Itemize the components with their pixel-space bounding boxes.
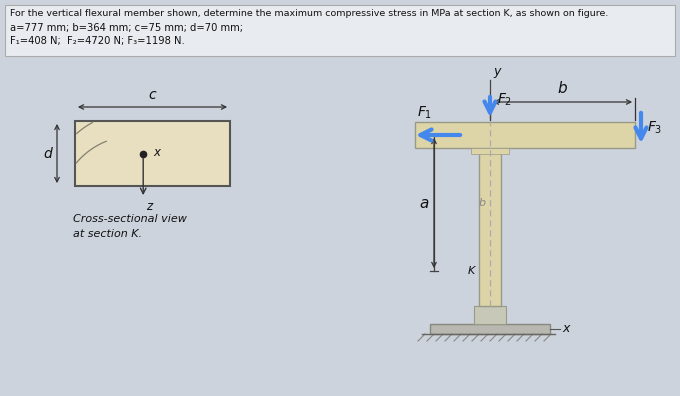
Text: K: K xyxy=(468,266,475,276)
Text: F₁=408 N;  F₂=4720 N; F₃=1198 N.: F₁=408 N; F₂=4720 N; F₃=1198 N. xyxy=(10,36,185,46)
Bar xyxy=(474,306,506,324)
Text: a=777 mm; b=364 mm; c=75 mm; d=70 mm;: a=777 mm; b=364 mm; c=75 mm; d=70 mm; xyxy=(10,23,243,33)
Text: Cross-sectional view
at section K.: Cross-sectional view at section K. xyxy=(73,214,187,239)
Text: For the vertical flexural member shown, determine the maximum compressive stress: For the vertical flexural member shown, … xyxy=(10,9,609,18)
Text: $F_2$: $F_2$ xyxy=(497,92,512,108)
Bar xyxy=(5,5,675,56)
Text: x: x xyxy=(153,146,160,159)
Text: b: b xyxy=(479,198,486,208)
Text: $F_1$: $F_1$ xyxy=(417,105,432,121)
Text: b: b xyxy=(558,81,567,96)
Text: c: c xyxy=(149,88,156,102)
Bar xyxy=(430,324,550,334)
Bar xyxy=(415,122,635,148)
Text: z: z xyxy=(146,200,152,213)
Text: x: x xyxy=(562,322,569,335)
Text: a: a xyxy=(420,196,429,211)
Text: d: d xyxy=(44,147,52,160)
Text: y: y xyxy=(493,65,500,78)
Bar xyxy=(471,148,509,154)
Bar xyxy=(75,121,230,186)
Bar xyxy=(479,148,501,306)
Text: $F_3$: $F_3$ xyxy=(647,120,662,136)
